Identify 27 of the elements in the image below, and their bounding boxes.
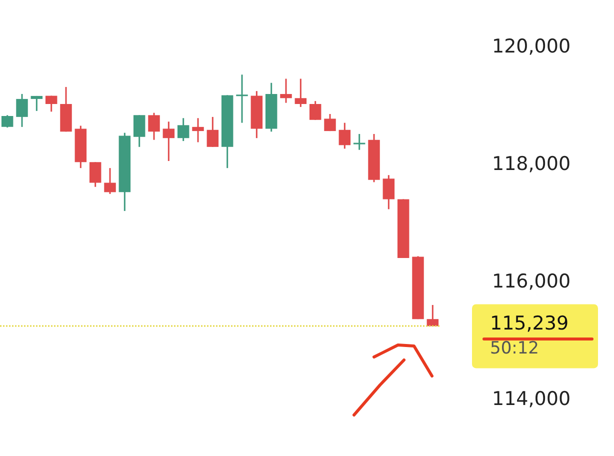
candlestick: [16, 93, 28, 128]
candlestick: [89, 161, 102, 188]
candlestick: [426, 304, 439, 327]
y-tick-label: 114,000: [492, 388, 571, 410]
candlestick: [162, 120, 175, 162]
candlestick: [45, 95, 58, 112]
candlestick: [309, 100, 322, 121]
candlestick: [148, 112, 160, 141]
y-tick-label: 116,000: [492, 270, 571, 292]
candlestick: [294, 78, 307, 108]
candlestick: [236, 74, 248, 124]
candlestick: [338, 122, 351, 150]
candlestick: [382, 174, 395, 210]
candlestick: [104, 167, 116, 195]
y-tick-label: 118,000: [492, 152, 571, 175]
candlestick: [133, 114, 146, 148]
ref-line-label: 115,239: [490, 312, 569, 335]
candlestick: [1, 114, 14, 128]
candlestick: [192, 117, 204, 143]
candlestick: [206, 116, 219, 148]
candlestick: [177, 117, 190, 142]
candlestick: [353, 133, 366, 151]
candlestick: [280, 78, 292, 104]
y-tick-label: 120,000: [492, 35, 571, 58]
candlestick: [30, 95, 43, 112]
candlestick: [324, 113, 336, 132]
text: 50:12: [490, 338, 539, 359]
